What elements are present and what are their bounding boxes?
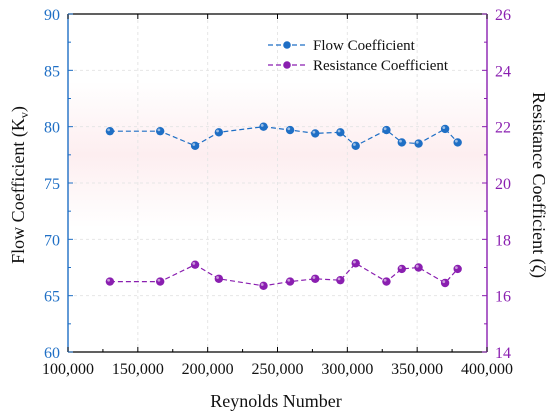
- x-tick-label: 100,000: [42, 361, 94, 378]
- data-point-flow-coefficient: [414, 139, 423, 148]
- data-point-resistance-coefficient: [105, 277, 115, 286]
- y-left-tick-label: 70: [44, 232, 60, 249]
- data-point-flow-coefficient: [440, 124, 450, 134]
- data-point-flow-coefficient: [285, 125, 295, 135]
- data-point-highlight: [157, 128, 161, 132]
- data-point-resistance-coefficient: [214, 274, 224, 283]
- data-point-flow-coefficient: [214, 128, 224, 137]
- data-point-resistance-coefficient: [311, 274, 320, 283]
- data-point-highlight: [192, 143, 196, 146]
- data-point-highlight: [157, 278, 161, 282]
- x-axis-title: Reynolds Number: [210, 391, 341, 411]
- data-point-flow-coefficient: [311, 129, 320, 138]
- data-point-highlight: [383, 278, 387, 282]
- data-point-highlight: [287, 278, 291, 282]
- y-left-tick-label: 60: [44, 345, 60, 362]
- data-point-resistance-coefficient: [190, 260, 200, 269]
- series-line-flow-coefficient: [109, 126, 459, 147]
- data-point-highlight: [442, 126, 446, 130]
- data-point-highlight: [415, 264, 419, 268]
- y-axis-left-title-close: ): [8, 106, 29, 112]
- data-point-highlight: [415, 140, 419, 144]
- data-point-highlight: [107, 128, 110, 132]
- data-point-resistance-coefficient: [285, 277, 295, 286]
- data-point-highlight: [454, 139, 458, 143]
- data-point-highlight: [287, 127, 291, 131]
- x-tick-label: 400,000: [461, 361, 513, 378]
- x-tick-label: 300,000: [321, 361, 373, 378]
- y-right-tick-label: 22: [495, 120, 511, 137]
- data-point-flow-coefficient: [155, 126, 165, 136]
- data-point-highlight: [260, 283, 264, 286]
- data-point-resistance-coefficient: [155, 277, 165, 286]
- data-point-resistance-coefficient: [414, 263, 423, 272]
- data-point-flow-coefficient: [259, 122, 268, 131]
- y-right-tick-label: 24: [495, 63, 511, 80]
- data-point-flow-coefficient: [453, 138, 462, 147]
- data-point-highlight: [260, 123, 264, 127]
- legend-marker-resistance-coefficient: [283, 61, 291, 69]
- data-point-highlight: [216, 276, 219, 279]
- y-left-tick-label: 80: [44, 120, 60, 137]
- y-right-tick-label: 20: [495, 176, 511, 193]
- y-left-tick-label: 90: [44, 7, 60, 24]
- data-point-flow-coefficient: [336, 128, 345, 137]
- data-point-resistance-coefficient: [259, 281, 268, 291]
- x-tick-label: 350,000: [391, 361, 443, 378]
- y-left-tick-label: 75: [44, 176, 60, 193]
- data-point-highlight: [312, 276, 316, 279]
- data-point-flow-coefficient: [397, 138, 407, 147]
- y-right-tick-label: 18: [495, 232, 511, 249]
- data-point-resistance-coefficient: [382, 277, 391, 286]
- data-point-resistance-coefficient: [351, 259, 360, 268]
- data-point-flow-coefficient: [351, 141, 360, 151]
- y-right-tick-label: 16: [495, 289, 511, 306]
- y-axis-left-title: Flow Coefficient (Kv): [8, 106, 31, 264]
- data-point-flow-coefficient: [382, 125, 391, 135]
- data-point-highlight: [337, 129, 341, 133]
- data-point-highlight: [442, 280, 446, 284]
- data-point-flow-coefficient: [190, 141, 200, 151]
- y-axis-left-title-subscript: v: [17, 112, 31, 118]
- y-left-tick-label: 85: [44, 63, 60, 80]
- legend-marker-flow-coefficient: [283, 41, 291, 49]
- data-point-resistance-coefficient: [453, 264, 462, 274]
- x-tick-label: 150,000: [112, 361, 164, 378]
- data-point-resistance-coefficient: [440, 278, 450, 288]
- legend-label-flow-coefficient: Flow Coefficient: [313, 38, 416, 54]
- x-tick-label: 250,000: [252, 361, 304, 378]
- data-point-highlight: [383, 127, 387, 131]
- data-point-highlight: [399, 266, 402, 270]
- data-point-highlight: [353, 143, 356, 146]
- data-point-highlight: [454, 266, 458, 270]
- data-point-highlight: [216, 129, 219, 133]
- y-right-tick-label: 14: [495, 345, 511, 362]
- data-point-highlight: [107, 278, 110, 282]
- x-tick-label: 200,000: [182, 361, 234, 378]
- data-point-highlight: [399, 139, 402, 143]
- data-point-highlight: [337, 277, 341, 281]
- data-point-highlight: [353, 260, 356, 264]
- y-axis-right-title: Resistance Coefficient (ζ): [528, 92, 549, 278]
- data-point-resistance-coefficient: [397, 264, 407, 274]
- data-point-highlight: [192, 261, 196, 265]
- data-point-resistance-coefficient: [336, 275, 345, 285]
- y-right-tick-label: 26: [495, 7, 511, 24]
- legend: Flow Coefficient Resistance Coefficient: [268, 38, 449, 74]
- data-point-highlight: [312, 130, 316, 134]
- data-point-flow-coefficient: [105, 126, 115, 136]
- y-axis-left-title-text: Flow Coefficient (K: [8, 118, 29, 264]
- y-left-tick-label: 65: [44, 289, 60, 306]
- legend-label-resistance-coefficient: Resistance Coefficient: [313, 58, 449, 74]
